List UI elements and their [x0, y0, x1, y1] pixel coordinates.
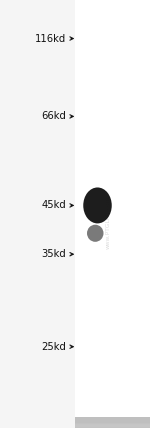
Text: 66kd: 66kd: [41, 111, 66, 122]
Bar: [75, 422, 150, 427]
Bar: [75, 418, 150, 423]
Bar: [75, 422, 150, 428]
Bar: [75, 422, 150, 427]
Bar: [75, 419, 150, 425]
Text: 25kd: 25kd: [41, 342, 66, 352]
Bar: [75, 419, 150, 425]
Bar: [75, 421, 150, 426]
Bar: [75, 420, 150, 425]
Bar: [75, 418, 150, 423]
Bar: [75, 418, 150, 423]
Bar: [75, 422, 150, 427]
Ellipse shape: [87, 225, 104, 242]
Bar: [75, 419, 150, 424]
Bar: [75, 419, 150, 424]
Bar: [75, 422, 150, 427]
Bar: [75, 419, 150, 424]
Bar: [75, 418, 150, 423]
Bar: [75, 420, 150, 426]
Bar: [75, 420, 150, 425]
Bar: [75, 419, 150, 424]
Bar: [75, 421, 150, 427]
Bar: [75, 418, 150, 423]
Bar: [75, 419, 150, 425]
Bar: [75, 420, 150, 426]
Bar: [75, 421, 150, 426]
Text: 45kd: 45kd: [41, 200, 66, 211]
Bar: [75, 421, 150, 426]
Text: 116kd: 116kd: [35, 33, 66, 44]
Text: www.PTGLAB.com: www.PTGLAB.com: [105, 196, 111, 249]
Bar: [75, 419, 150, 424]
Bar: [75, 419, 150, 424]
Bar: [75, 418, 150, 423]
Bar: [75, 418, 150, 423]
Bar: [75, 422, 150, 427]
Bar: [0, 0, 75, 428]
Bar: [75, 420, 150, 425]
Bar: [75, 422, 150, 428]
Bar: [75, 420, 150, 426]
Bar: [75, 422, 150, 427]
Bar: [75, 420, 150, 426]
Bar: [75, 419, 150, 424]
Bar: [75, 419, 150, 424]
Bar: [75, 420, 150, 425]
Bar: [75, 423, 150, 428]
Bar: [75, 422, 150, 428]
Bar: [75, 418, 150, 423]
Bar: [75, 419, 150, 425]
Bar: [75, 418, 150, 424]
Bar: [75, 422, 150, 427]
Bar: [75, 422, 150, 427]
Bar: [75, 420, 150, 425]
Bar: [75, 419, 150, 425]
Bar: [75, 419, 150, 425]
Bar: [75, 420, 150, 425]
Bar: [75, 418, 150, 423]
Bar: [75, 422, 150, 427]
Bar: [75, 421, 150, 426]
Bar: [75, 419, 150, 425]
Bar: [75, 422, 150, 428]
Bar: [75, 417, 150, 423]
Text: 35kd: 35kd: [41, 249, 66, 259]
Bar: [75, 422, 150, 428]
Bar: [75, 421, 150, 426]
Bar: [75, 422, 150, 428]
Bar: [75, 417, 150, 423]
Bar: [75, 419, 150, 424]
Bar: [75, 421, 150, 427]
Bar: [75, 422, 150, 428]
Bar: [75, 421, 150, 426]
Bar: [75, 419, 150, 425]
Bar: [75, 421, 150, 426]
Bar: [75, 420, 150, 425]
Bar: [75, 418, 150, 424]
Bar: [75, 421, 150, 426]
Bar: [75, 422, 150, 428]
Bar: [75, 422, 150, 428]
Bar: [75, 422, 150, 427]
Bar: [75, 420, 150, 425]
Bar: [75, 417, 150, 423]
Ellipse shape: [83, 187, 112, 223]
Bar: [75, 421, 150, 426]
Bar: [75, 419, 150, 424]
Bar: [75, 418, 150, 424]
Bar: [75, 421, 150, 427]
Bar: [75, 419, 150, 425]
Bar: [75, 419, 150, 425]
Bar: [75, 420, 150, 425]
